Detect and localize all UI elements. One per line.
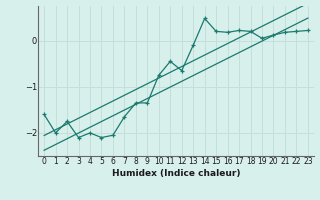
X-axis label: Humidex (Indice chaleur): Humidex (Indice chaleur) (112, 169, 240, 178)
